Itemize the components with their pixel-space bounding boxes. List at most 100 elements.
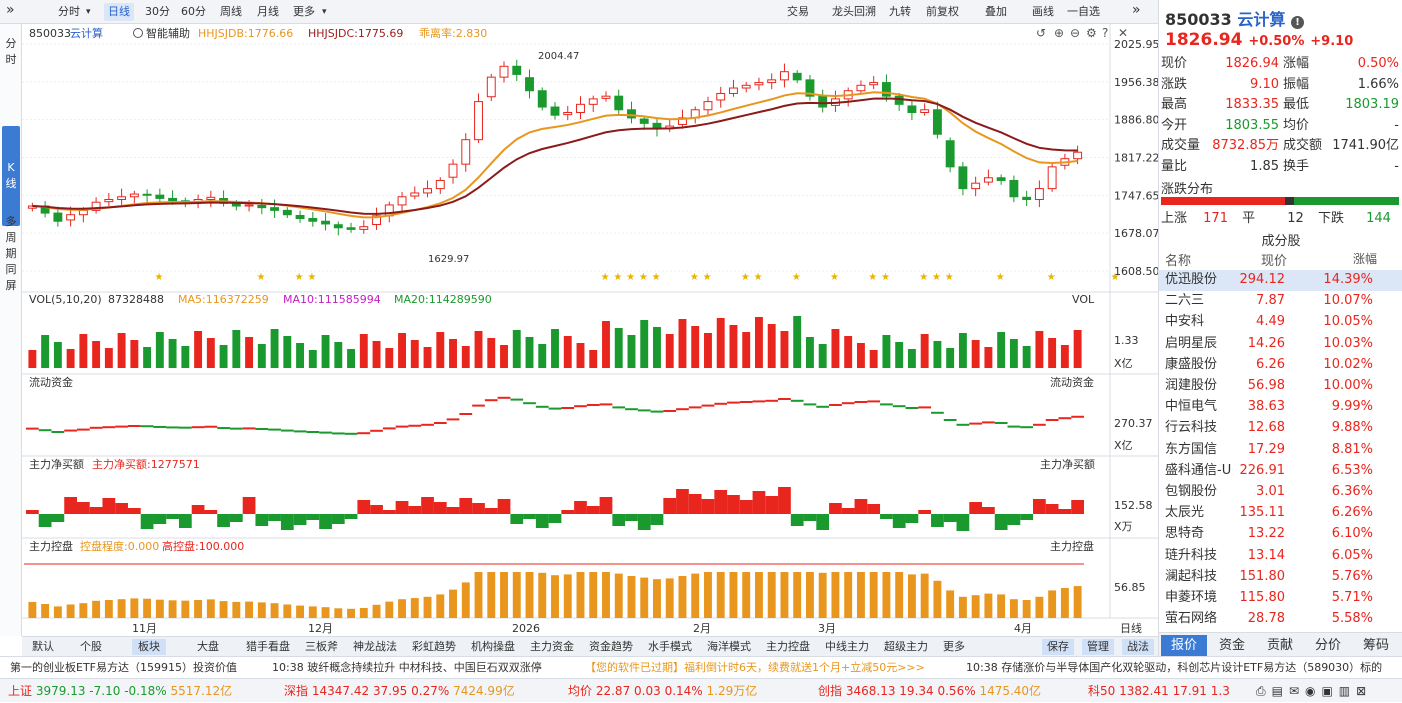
- tab-super-main[interactable]: 超级主力: [884, 640, 928, 653]
- index-avg[interactable]: 均价 22.87 0.03 0.14% 1.29万亿: [568, 679, 757, 703]
- constituent-row[interactable]: 申菱环境 115.80 5.71%: [1159, 588, 1402, 609]
- ctrl-bar: [946, 590, 955, 618]
- menu-leader-review[interactable]: 龙头回溯: [832, 5, 876, 18]
- help-icon[interactable]: ?: [1102, 26, 1108, 40]
- constituent-row[interactable]: 中安科 4.49 10.05%: [1159, 312, 1402, 333]
- chevron-down-icon[interactable]: ▾: [86, 7, 91, 17]
- indicator-tabs: 默认 个股 板块 大盘 猎手看盘 三板斧 神龙战法 彩虹趋势 机构操盘 主力资金…: [22, 636, 1158, 656]
- menu-pre-adjust[interactable]: 前复权: [926, 5, 959, 18]
- collapse-icon[interactable]: »: [6, 2, 15, 18]
- ctrl-bar: [678, 576, 687, 618]
- candle-body: [168, 197, 178, 202]
- kline-chart[interactable]: 850033 云计算 智能辅助 HHJSJDB:1776.66 HHJSJDC:…: [22, 24, 1158, 636]
- vol-tick: 1.33: [1114, 334, 1139, 347]
- tab-sailor[interactable]: 水手模式: [648, 640, 692, 653]
- tab-fund[interactable]: 资金: [1218, 638, 1245, 653]
- tab-ocean[interactable]: 海洋模式: [707, 640, 751, 653]
- tab-main-fund[interactable]: 主力资金: [530, 640, 574, 653]
- assist-label[interactable]: 智能辅助: [146, 26, 190, 40]
- constituent-row[interactable]: 润建股份 56.98 10.00%: [1159, 376, 1402, 397]
- constituent-row[interactable]: 优迅股份 294.12 14.39%: [1159, 270, 1402, 291]
- tab-sector[interactable]: 板块: [132, 639, 166, 655]
- status-toolbar-icons[interactable]: ⎙▤✉◉▣▥⊠: [1256, 684, 1373, 698]
- high-label: 2004.47: [538, 51, 579, 62]
- save-button[interactable]: 保存: [1042, 639, 1074, 655]
- net-bar: [1058, 509, 1072, 514]
- news-item-2[interactable]: 10:38 玻纤概念持续拉升 中材科技、中国巨石双双涨停: [272, 661, 542, 674]
- period-weekly[interactable]: 周线: [220, 5, 242, 18]
- tab-chips[interactable]: 筹码: [1362, 638, 1389, 653]
- constituent-row[interactable]: 中恒电气 38.63 9.99%: [1159, 397, 1402, 418]
- period-fenshi[interactable]: 分时: [58, 5, 80, 18]
- constituent-row[interactable]: 萤石网络 28.78 5.58%: [1159, 609, 1402, 630]
- strategy-button[interactable]: 战法: [1122, 639, 1154, 655]
- menu-trade[interactable]: 交易: [787, 5, 809, 18]
- tab-control[interactable]: 主力控盘: [766, 640, 810, 653]
- tab-fund-trend[interactable]: 资金趋势: [589, 640, 633, 653]
- quote-panel: 850033 云计算 ! 1826.94 +0.50% +9.10 现价 182…: [1158, 0, 1402, 658]
- constituent-row[interactable]: 琏升科技 13.14 6.05%: [1159, 546, 1402, 567]
- assist-toggle-icon[interactable]: [133, 28, 143, 38]
- news-ticker: 第一的创业板ETF易方达（159915）投资价值 10:38 玻纤概念持续拉升 …: [0, 656, 1402, 678]
- period-more[interactable]: 更多: [293, 5, 315, 18]
- constituent-row[interactable]: 太辰光 135.11 6.26%: [1159, 503, 1402, 524]
- expand-icon[interactable]: »: [1132, 2, 1141, 18]
- period-daily[interactable]: 日线: [104, 3, 134, 21]
- period-30min[interactable]: 30分: [145, 5, 170, 18]
- tab-kline[interactable]: K线: [2, 126, 20, 226]
- close-icon[interactable]: ✕: [1118, 26, 1128, 40]
- tab-default[interactable]: 默认: [32, 640, 54, 653]
- zoom-in-icon[interactable]: ⊕: [1054, 26, 1064, 40]
- constituent-row[interactable]: 东方国信 17.29 8.81%: [1159, 440, 1402, 461]
- constituent-row[interactable]: 行云科技 12.68 9.88%: [1159, 418, 1402, 439]
- tab-market[interactable]: 大盘: [197, 640, 219, 653]
- news-item-1[interactable]: 第一的创业板ETF易方达（159915）投资价值: [10, 661, 237, 674]
- tab-hunter[interactable]: 猎手看盘: [246, 640, 290, 653]
- tab-dragon[interactable]: 神龙战法: [353, 640, 397, 653]
- col-name[interactable]: 名称: [1165, 254, 1192, 269]
- news-item-3[interactable]: 10:38 存储涨价与半导体国产化双轮驱动，科创芯片设计ETF易方达（58903…: [966, 661, 1383, 674]
- tab-institution[interactable]: 机构操盘: [471, 640, 515, 653]
- stock-name: 启明星辰: [1165, 335, 1218, 351]
- tab-contribution[interactable]: 贡献: [1266, 638, 1293, 653]
- chevron-down-icon[interactable]: ▾: [322, 7, 327, 17]
- vol-bar: [538, 344, 547, 368]
- index-cy[interactable]: 创指 3468.13 19.34 0.56% 1475.40亿: [818, 679, 1041, 703]
- quote-price-row: 1826.94 +0.50% +9.10: [1165, 30, 1353, 50]
- tab-fenshi[interactable]: 分时: [5, 37, 17, 66]
- expiry-notice[interactable]: 【您的软件已过期】福利倒计时6天，续费就送1个月+立减50元>>>: [585, 661, 925, 674]
- constituent-row[interactable]: 澜起科技 151.80 5.76%: [1159, 567, 1402, 588]
- period-monthly[interactable]: 月线: [257, 5, 279, 18]
- col-change[interactable]: 涨幅: [1353, 252, 1378, 266]
- info-icon[interactable]: !: [1290, 16, 1304, 29]
- tab-rainbow[interactable]: 彩虹趋势: [412, 640, 456, 653]
- constituent-row[interactable]: 思特奇 13.22 6.10%: [1159, 524, 1402, 545]
- constituent-row[interactable]: 康盛股份 6.26 10.02%: [1159, 355, 1402, 376]
- menu-nine-turn[interactable]: 九转: [889, 5, 911, 18]
- signal-star: ★: [945, 272, 954, 283]
- index-kc50[interactable]: 科50 1382.41 17.91 1.3: [1088, 679, 1230, 703]
- settings-icon[interactable]: ⚙: [1086, 26, 1097, 40]
- tab-price-dist[interactable]: 分价: [1314, 638, 1341, 653]
- tab-multi-period[interactable]: 多周期同屏: [5, 215, 17, 292]
- constituent-row[interactable]: 盛科通信-U 226.91 6.53%: [1159, 461, 1402, 482]
- refresh-icon[interactable]: ↺: [1036, 26, 1046, 40]
- tab-three-axe[interactable]: 三板斧: [305, 640, 338, 653]
- tab-mid-main[interactable]: 中线主力: [825, 640, 869, 653]
- constituent-row[interactable]: 二六三 7.87 10.07%: [1159, 291, 1402, 312]
- dist-counts: 上涨 171 平 12 下跌 144: [1161, 207, 1399, 226]
- menu-watchlist[interactable]: 一自选: [1067, 5, 1100, 18]
- constituent-row[interactable]: 启明星辰 14.26 10.03%: [1159, 334, 1402, 355]
- index-sz[interactable]: 深指 14347.42 37.95 0.27% 7424.99亿: [284, 679, 515, 703]
- menu-overlay[interactable]: 叠加: [985, 5, 1007, 18]
- constituent-row[interactable]: 包钢股份 3.01 6.36%: [1159, 482, 1402, 503]
- zoom-out-icon[interactable]: ⊖: [1070, 26, 1080, 40]
- col-price[interactable]: 现价: [1261, 254, 1288, 269]
- tab-stock[interactable]: 个股: [80, 640, 102, 653]
- index-sh[interactable]: 上证 3979.13 -7.10 -0.18% 5517.12亿: [8, 679, 232, 703]
- menu-draw[interactable]: 画线: [1032, 5, 1054, 18]
- manage-button[interactable]: 管理: [1082, 639, 1114, 655]
- tab-quote[interactable]: 报价: [1161, 635, 1207, 657]
- period-60min[interactable]: 60分: [181, 5, 206, 18]
- tab-more[interactable]: 更多: [943, 640, 965, 653]
